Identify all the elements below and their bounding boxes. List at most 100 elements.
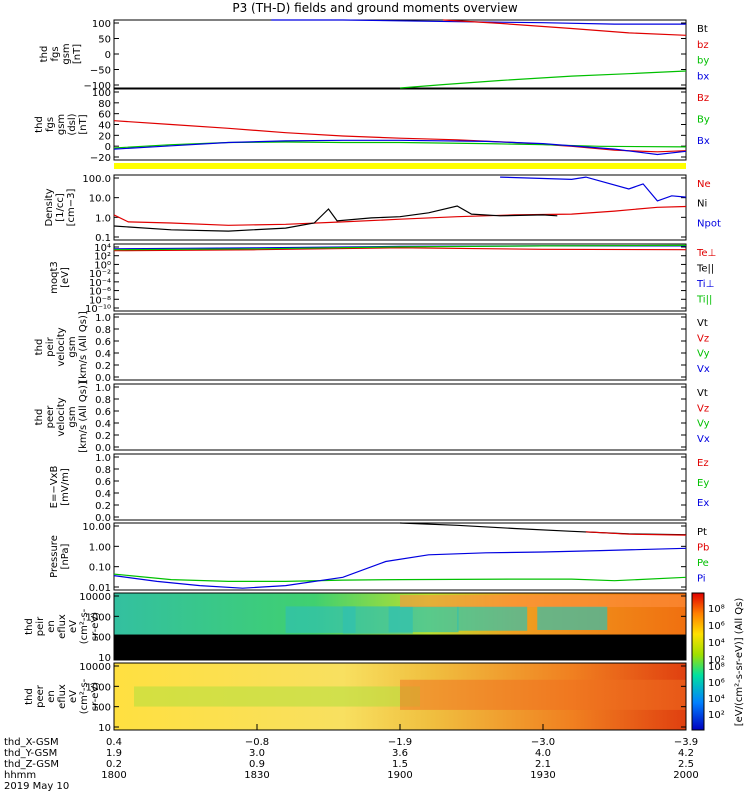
y-axis-label: thd — [24, 618, 35, 635]
y-tick-label: 0.0 — [95, 373, 111, 384]
series-line-Te — [113, 247, 687, 252]
legend-label: Vy — [697, 419, 710, 430]
series-line-Bt — [271, 19, 686, 25]
y-tick-label: 10⁻⁶ — [89, 287, 111, 298]
series-line-Pi — [113, 547, 687, 589]
high-energy-band — [400, 595, 686, 608]
series-line-Pe — [113, 573, 687, 583]
y-tick-label: 1.0 — [95, 313, 111, 324]
orbit-row-value: −3.9 — [674, 737, 698, 748]
y-axis-label: sr-eV) — [90, 612, 101, 641]
y-axis-label: gsm — [67, 406, 78, 427]
orbit-row-value: 1.9 — [106, 748, 122, 759]
y-tick-label: 0.01 — [89, 583, 111, 594]
y-axis-label: [eV] — [60, 267, 71, 288]
y-axis-label: Pressure — [49, 535, 60, 578]
y-axis-label: (dsl) — [67, 113, 78, 135]
mid-energy-band — [134, 686, 420, 707]
colorbar-tick-label: 10⁸ — [708, 604, 725, 615]
panel-peer_spectrogram — [113, 662, 687, 731]
orbit-row-label: thd_Y-GSM — [4, 748, 57, 759]
y-tick-label: 10² — [94, 252, 111, 263]
series-line-Ne — [113, 205, 687, 226]
panel-peir_velocity — [113, 313, 687, 381]
y-tick-label: 0.6 — [95, 337, 111, 348]
colorbar-tick-label: 10² — [708, 655, 725, 666]
page-title: P3 (TH-D) fields and ground moments over… — [232, 1, 518, 15]
panel-frame — [113, 592, 687, 661]
legend-label: Vt — [697, 388, 708, 399]
orbit-row-label: hhmm — [4, 770, 36, 781]
series-line-Ni — [113, 205, 558, 232]
legend-label: Vx — [697, 364, 710, 375]
legend-label: Ti|| — [696, 295, 712, 306]
series-line-Bz — [113, 120, 687, 153]
legend-label: bx — [697, 71, 709, 82]
y-tick-label: 10.00 — [82, 522, 111, 533]
colorbar-tick-label: 10⁸ — [708, 662, 725, 673]
legend-label: By — [697, 115, 710, 126]
orbit-row-label: thd_X-GSM — [4, 737, 59, 748]
orbit-row-value: 0.9 — [249, 759, 265, 770]
y-tick-label: −50 — [90, 66, 111, 77]
orbit-row-value: 2.1 — [535, 759, 551, 770]
colorbar — [691, 592, 705, 731]
band — [537, 606, 608, 630]
panel-moqt3 — [113, 243, 687, 312]
y-tick-label: 40 — [98, 121, 111, 132]
orbit-row-value: 1900 — [387, 770, 412, 781]
series-line-bz — [442, 19, 687, 36]
y-tick-label: 10⁰ — [94, 260, 111, 271]
y-axis-label: peir — [45, 336, 56, 356]
y-tick-label: −100 — [84, 81, 111, 92]
y-axis-label: velocity — [56, 327, 67, 366]
y-tick-label: 0.2 — [95, 501, 111, 512]
legend-label: Bx — [697, 136, 710, 147]
panel-efield — [113, 453, 687, 521]
y-axis-label: thd — [39, 46, 50, 63]
y-tick-label: 10⁻⁴ — [89, 278, 111, 289]
orbit-row-value: 2.5 — [678, 759, 694, 770]
legend-label: Ey — [697, 478, 709, 489]
series-line-Ti|| — [113, 244, 687, 251]
orbit-row-value: −1.9 — [388, 737, 412, 748]
status-bar — [114, 163, 686, 169]
y-tick-label: 20 — [98, 131, 111, 142]
orbit-row-value: 1830 — [244, 770, 269, 781]
series-line-By — [113, 141, 687, 149]
legend-label: Vx — [697, 434, 710, 445]
panel-frame — [113, 313, 687, 381]
y-axis-label: [cm−3] — [66, 189, 77, 227]
y-tick-label: 1.0 — [95, 213, 111, 224]
y-axis-label: eV — [68, 620, 79, 633]
orbit-row-value: 1930 — [530, 770, 555, 781]
legend-label: Bt — [697, 24, 708, 35]
y-axis-label: peer — [45, 405, 56, 429]
y-axis-label: thd — [34, 339, 45, 356]
legend-label: Ni — [697, 199, 707, 210]
y-tick-label: 0.4 — [95, 349, 111, 360]
y-axis-label: [nPa] — [60, 543, 71, 569]
y-tick-label: 0 — [105, 50, 111, 61]
green-bands — [285, 606, 608, 634]
colorbar-tick-label: 10² — [708, 710, 725, 721]
panel-frame — [113, 174, 687, 241]
y-tick-label: 60 — [98, 110, 111, 121]
orbit-row-value: 3.6 — [392, 748, 408, 759]
legend-label: Pe — [697, 558, 709, 569]
y-tick-label: 100 — [92, 703, 111, 714]
y-axis-label: thd — [34, 409, 45, 426]
y-axis-label: gsm — [67, 336, 78, 357]
y-tick-label: 0.0 — [95, 513, 111, 524]
y-axis-label: thd — [34, 116, 45, 133]
y-axis-label: peer — [35, 684, 46, 708]
y-tick-label: 10000 — [79, 662, 111, 673]
y-axis-label: sr-eV) — [90, 682, 101, 711]
legend-label: Bz — [697, 93, 709, 104]
y-tick-label: 0.4 — [95, 489, 111, 500]
y-axis-label: fgs — [50, 46, 61, 61]
y-axis-label: gsm — [61, 43, 72, 64]
y-axis-label: [mV/m] — [60, 468, 71, 506]
legend-label: Pt — [697, 527, 707, 538]
